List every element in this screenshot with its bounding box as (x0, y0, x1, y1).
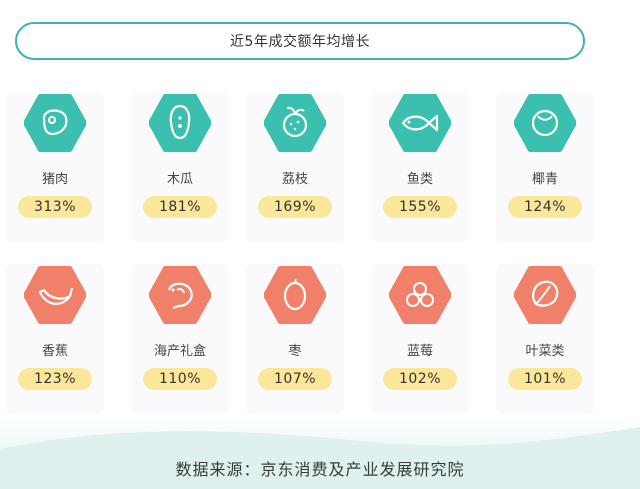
card-papaya: 木瓜 181% (125, 90, 235, 242)
item-name: 海产礼盒 (153, 344, 206, 359)
item-name: 枣 (288, 344, 302, 359)
card-coconut: 椰青 124% (490, 90, 600, 242)
growth-badge: 313% (18, 196, 92, 218)
card-banana: 香蕉 123% (0, 262, 110, 414)
card-seafood-gift-box: 海产礼盒 110% (125, 262, 235, 414)
lychee-icon (264, 94, 326, 152)
title-banner: 近5年成交额年均增长 (15, 22, 585, 60)
coconut-icon (514, 94, 576, 152)
card-fish: 鱼类 155% (365, 90, 475, 242)
card-pork: 猪肉 313% (0, 90, 110, 242)
banana-icon (24, 266, 86, 324)
card-jujube: 枣 107% (240, 262, 350, 414)
growth-badge: 181% (143, 196, 217, 218)
fish-icon (389, 94, 451, 152)
shrimp-icon (149, 266, 211, 324)
growth-badge: 102% (383, 368, 457, 390)
growth-badge: 155% (383, 196, 457, 218)
item-name: 叶菜类 (525, 344, 565, 359)
growth-badge: 124% (508, 196, 582, 218)
meat-icon (24, 94, 86, 152)
leafy-vegetable-icon (514, 266, 576, 324)
papaya-icon (149, 94, 211, 152)
bottom-background-wave (0, 419, 640, 489)
card-lychee: 荔枝 169% (240, 90, 350, 242)
blueberry-icon (389, 266, 451, 324)
growth-badge: 101% (508, 368, 582, 390)
card-blueberry: 蓝莓 102% (365, 262, 475, 414)
item-name: 荔枝 (281, 172, 308, 187)
growth-badge: 107% (258, 368, 332, 390)
growth-badge: 123% (18, 368, 92, 390)
item-name: 木瓜 (166, 172, 193, 187)
jujube-icon (264, 266, 326, 324)
item-name: 蓝莓 (406, 344, 433, 359)
wave-decoration (0, 427, 640, 489)
item-name: 香蕉 (41, 344, 68, 359)
card-leafy-vegetables: 叶菜类 101% (490, 262, 600, 414)
item-name: 鱼类 (406, 172, 433, 187)
growth-badge: 169% (258, 196, 332, 218)
data-source-note: 数据来源：京东消费及产业发展研究院 (175, 460, 465, 479)
page-title: 近5年成交额年均增长 (230, 34, 370, 50)
item-name: 椰青 (531, 172, 558, 187)
growth-badge: 110% (143, 368, 217, 390)
item-name: 猪肉 (41, 172, 68, 187)
